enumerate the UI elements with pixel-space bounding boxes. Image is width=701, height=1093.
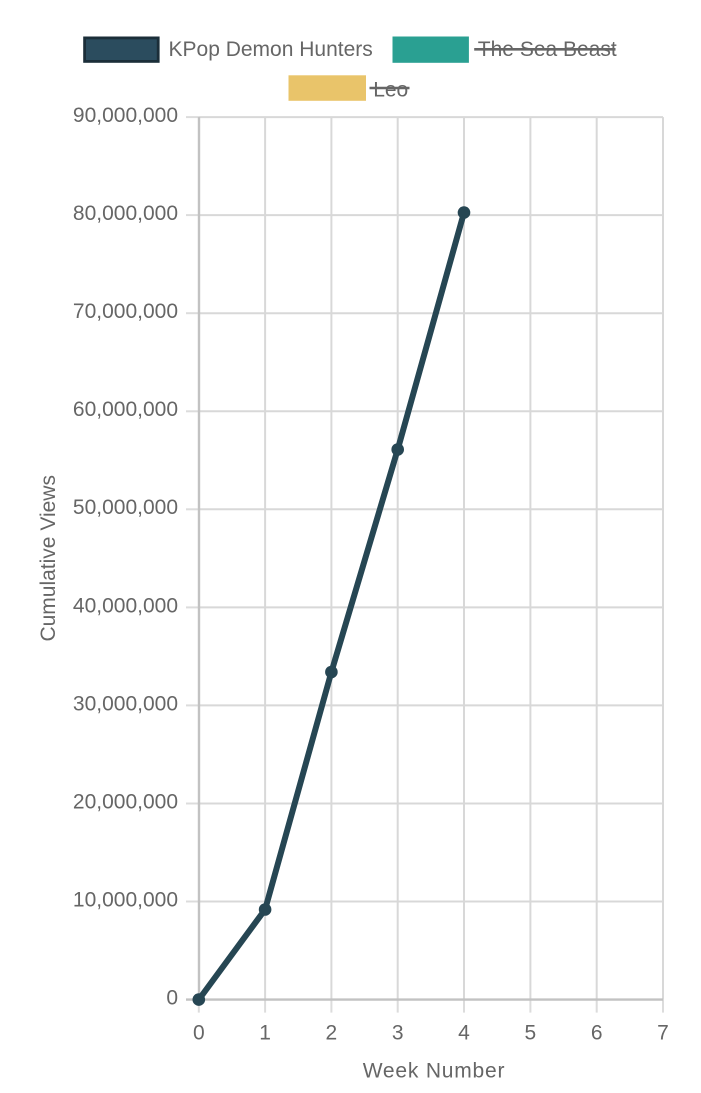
svg-text:40,000,000: 40,000,000	[73, 594, 178, 617]
svg-text:30,000,000: 30,000,000	[73, 692, 178, 715]
svg-text:7: 7	[657, 1022, 669, 1045]
svg-text:50,000,000: 50,000,000	[73, 496, 178, 519]
svg-text:60,000,000: 60,000,000	[73, 398, 178, 421]
svg-text:0: 0	[193, 1022, 205, 1045]
svg-text:90,000,000: 90,000,000	[73, 104, 178, 127]
svg-text:KPop Demon Hunters: KPop Demon Hunters	[169, 38, 373, 61]
svg-text:Cumulative Views: Cumulative Views	[37, 475, 60, 642]
svg-text:Week Number: Week Number	[363, 1060, 506, 1083]
svg-text:Leo: Leo	[373, 79, 408, 102]
svg-text:70,000,000: 70,000,000	[73, 300, 178, 323]
svg-text:0: 0	[166, 987, 178, 1010]
svg-text:10,000,000: 10,000,000	[73, 888, 178, 911]
svg-text:1: 1	[259, 1022, 271, 1045]
svg-text:6: 6	[591, 1022, 603, 1045]
svg-text:80,000,000: 80,000,000	[73, 202, 178, 225]
svg-text:4: 4	[458, 1022, 470, 1045]
svg-text:2: 2	[326, 1022, 338, 1045]
svg-text:5: 5	[525, 1022, 537, 1045]
svg-text:20,000,000: 20,000,000	[73, 790, 178, 813]
svg-text:3: 3	[392, 1022, 404, 1045]
